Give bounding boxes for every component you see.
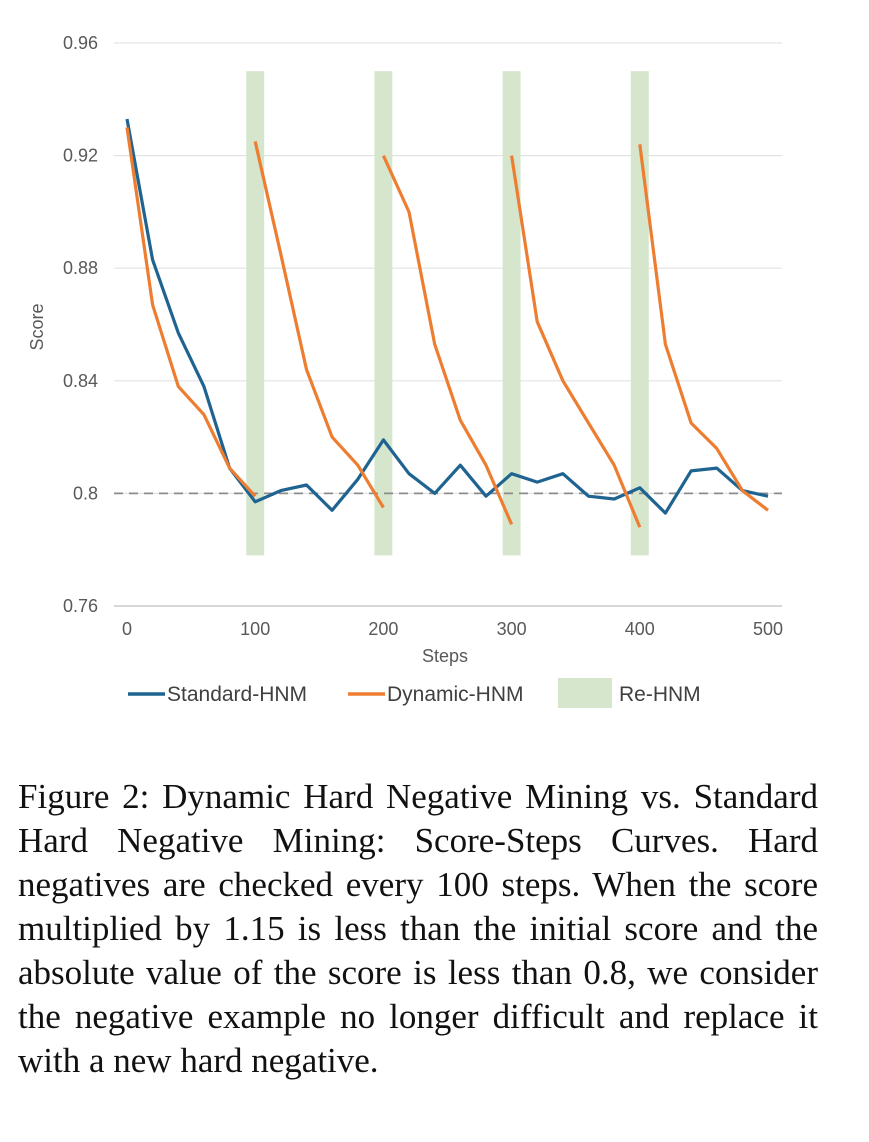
x-axis-title: Steps (422, 646, 468, 666)
re-hnm-band (246, 71, 265, 556)
legend-re-hnm-label: Re-HNM (619, 683, 701, 706)
x-tick-label: 300 (497, 619, 527, 639)
re-hnm-band (374, 71, 393, 556)
y-tick-label: 0.88 (63, 258, 98, 278)
x-tick-label: 500 (753, 619, 783, 639)
dynamic-hnm-line-segment (381, 154, 514, 526)
legend-dynamic-hnm-label: Dynamic-HNM (387, 683, 524, 706)
x-tick-labels: 0 100 200 300 400 500 (122, 619, 783, 639)
legend-re-hnm-swatch (558, 678, 612, 708)
series-lines (125, 118, 769, 528)
legend-standard-hnm-label: Standard-HNM (167, 683, 307, 706)
dynamic-hnm-line-segment (125, 127, 257, 498)
dynamic-hnm-line-segment (253, 141, 385, 509)
dynamic-hnm-line-segment (638, 144, 769, 512)
y-axis-title: Score (27, 303, 47, 350)
x-tick-label: 100 (240, 619, 270, 639)
x-tick-label: 200 (368, 619, 398, 639)
score-steps-chart: 0.96 0.92 0.88 0.84 0.8 0.76 0 100 200 300 400 500… (27, 33, 783, 708)
gridlines (114, 42, 782, 607)
y-tick-label: 0.96 (63, 33, 98, 53)
legend: Standard-HNM Dynamic-HNM Re-HNM (128, 678, 701, 708)
y-tick-label: 0.84 (63, 371, 98, 391)
y-tick-labels: 0.96 0.92 0.88 0.84 0.8 0.76 (63, 33, 98, 616)
y-tick-label: 0.76 (63, 596, 98, 616)
x-tick-label: 400 (625, 619, 655, 639)
y-tick-label: 0.8 (73, 483, 98, 503)
figure-caption: Figure 2: Dynamic Hard Negative Mining v… (18, 777, 818, 1080)
re-hnm-band (630, 71, 649, 556)
x-tick-label: 0 (122, 619, 132, 639)
re-hnm-band (502, 71, 521, 556)
re-hnm-bands (246, 71, 649, 556)
y-tick-label: 0.92 (63, 146, 98, 166)
dynamic-hnm-line-segment (510, 155, 642, 528)
